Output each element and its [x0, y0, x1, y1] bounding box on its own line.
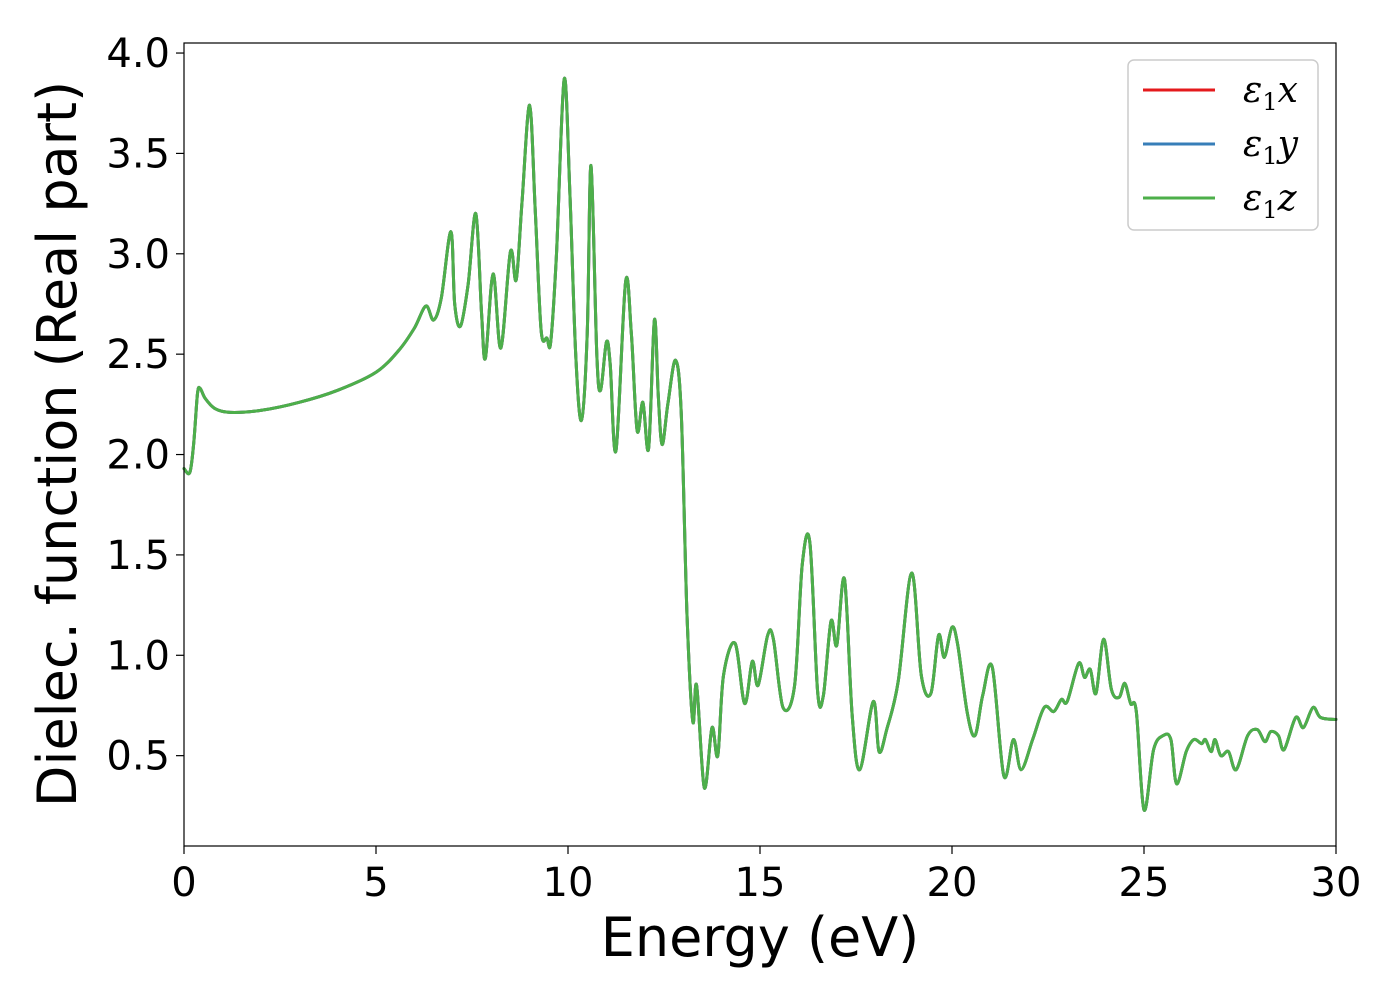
- legend-box: [1127, 59, 1319, 231]
- series-line-eps1-z: [182, 76, 1338, 812]
- x-tick-label: 25: [1119, 860, 1170, 906]
- legend-label-eps1-y: ε1y: [1243, 124, 1299, 170]
- x-tick-label: 10: [543, 860, 594, 906]
- y-tick-label: 3.0: [106, 232, 170, 278]
- legend-label-eps1-z: ε1z: [1243, 178, 1298, 224]
- y-tick-label: 2.5: [106, 332, 170, 378]
- y-tick-label: 0.5: [106, 734, 170, 780]
- x-axis: 0 5 10 15 20 25 30: [171, 846, 1361, 906]
- x-tick-label: 15: [735, 860, 786, 906]
- x-tick-label: 0: [171, 860, 196, 906]
- legend: ε1x ε1y ε1z: [1127, 59, 1319, 231]
- x-axis-title: Energy (eV): [601, 906, 920, 969]
- y-tick-label: 1.0: [106, 633, 170, 679]
- legend-items: ε1x ε1y ε1z: [1143, 70, 1299, 224]
- x-tick-label: 5: [363, 860, 388, 906]
- y-tick-label: 1.5: [106, 533, 170, 579]
- y-axis-title: Dielec. function (Real part): [26, 81, 89, 807]
- y-tick-label: 4.0: [106, 31, 170, 77]
- x-tick-label: 20: [927, 860, 978, 906]
- y-axis: 0.5 1.0 1.5 2.0 2.5 3.0 3.5 4.0: [106, 31, 184, 780]
- y-tick-label: 2.0: [106, 433, 170, 479]
- series-layer: [182, 76, 1338, 812]
- x-tick-label: 30: [1311, 860, 1362, 906]
- legend-label-eps1-x: ε1x: [1243, 70, 1298, 116]
- y-tick-label: 3.5: [106, 131, 170, 177]
